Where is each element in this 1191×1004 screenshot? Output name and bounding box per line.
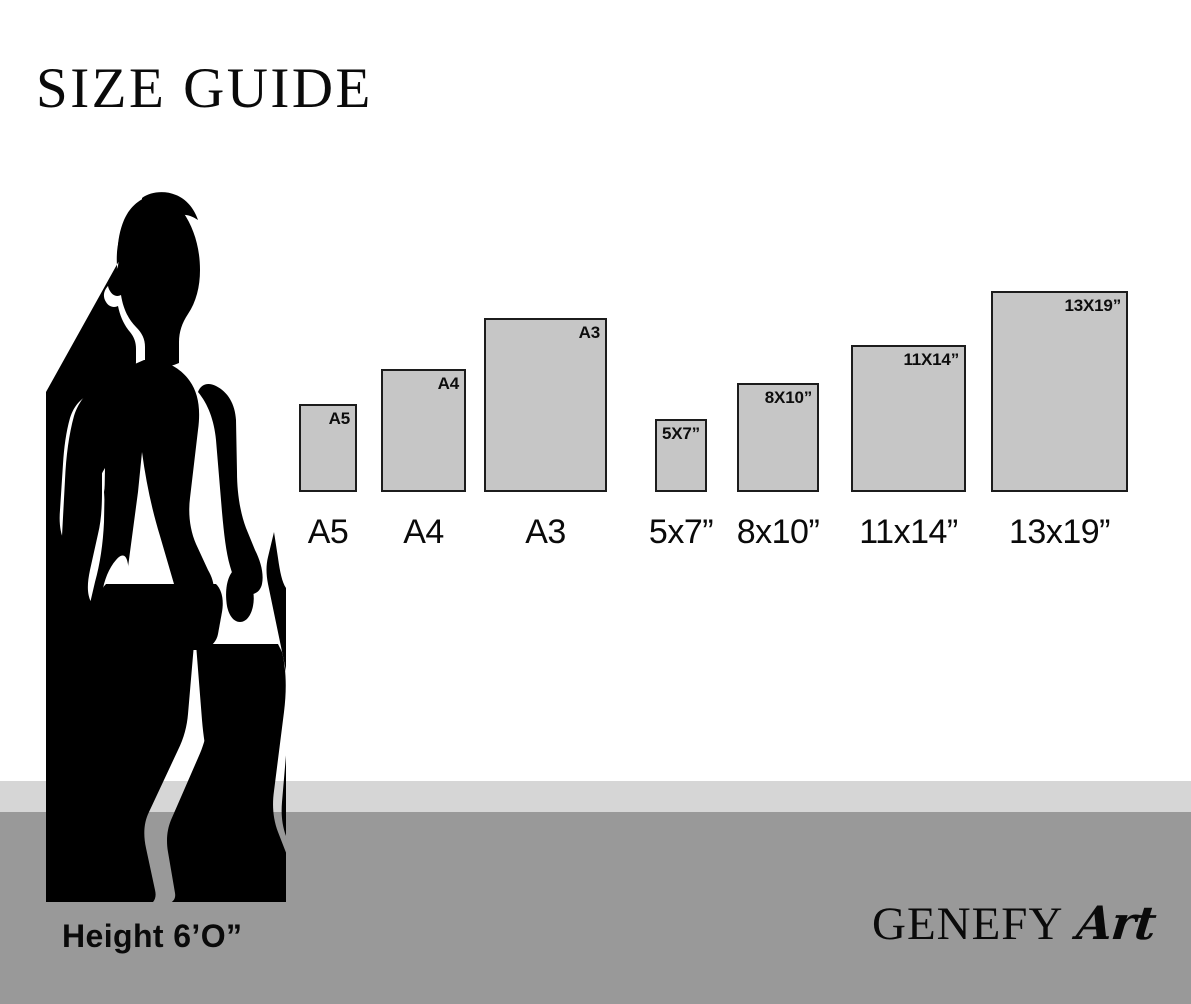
size-frame[interactable]: A3 [484,318,607,492]
frame-caption: A4 [403,513,444,551]
height-label: Height 6’O” [62,918,243,954]
frame-inner-label: 11X14” [903,350,959,369]
size-frame[interactable]: 5X7” [655,419,707,492]
frame-caption: 5x7” [648,513,714,551]
frame-inner-label: 5X7” [662,424,700,443]
brand-sub: Art [1074,896,1159,950]
size-frame[interactable]: A4 [381,369,466,492]
frame-inner-label: A4 [437,374,460,393]
size-frame[interactable]: 8X10” [737,383,819,492]
frame-caption: A5 [307,513,349,551]
man-silhouette-icon [46,192,286,902]
frame-caption: 8x10” [736,513,820,551]
frame-inner-label: 13X19” [1064,296,1122,315]
frame-caption: 11x14” [859,513,958,551]
frame-inner-label: 8X10” [764,388,812,407]
frame-inner-label: A5 [328,409,351,428]
frame-caption: A3 [525,513,566,551]
page-title: SIZE GUIDE [36,57,373,120]
size-frame[interactable]: 11X14” [851,345,966,492]
frame-inner-label: A3 [578,323,601,342]
brand-name: GENEFY [872,898,1064,950]
brand-logo: GENEFY Art [872,896,1159,951]
size-frame[interactable]: 13X19” [991,291,1128,492]
frame-caption: 13x19” [1009,513,1110,551]
size-frame[interactable]: A5 [299,404,357,492]
